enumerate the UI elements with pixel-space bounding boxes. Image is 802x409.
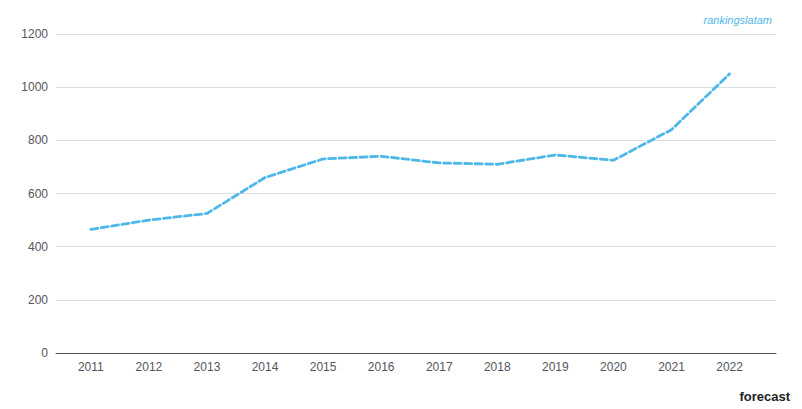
svg-text:200: 200 [28,293,48,307]
svg-text:2012: 2012 [136,360,163,374]
svg-text:2020: 2020 [600,360,627,374]
svg-text:2011: 2011 [78,360,104,374]
svg-text:600: 600 [28,187,48,201]
svg-text:2015: 2015 [310,360,337,374]
svg-text:1000: 1000 [21,80,48,94]
svg-text:800: 800 [28,133,48,147]
svg-text:2021: 2021 [658,360,685,374]
svg-text:2022: 2022 [716,360,743,374]
svg-text:2016: 2016 [368,360,395,374]
svg-text:2017: 2017 [426,360,453,374]
svg-text:2018: 2018 [484,360,511,374]
svg-text:forecast: forecast [739,389,790,404]
svg-text:400: 400 [28,240,48,254]
svg-text:2013: 2013 [194,360,221,374]
svg-text:2014: 2014 [252,360,279,374]
svg-text:rankingslatam: rankingslatam [704,14,772,26]
svg-text:2019: 2019 [542,360,569,374]
svg-text:1200: 1200 [21,27,48,41]
svg-text:0: 0 [41,346,48,360]
